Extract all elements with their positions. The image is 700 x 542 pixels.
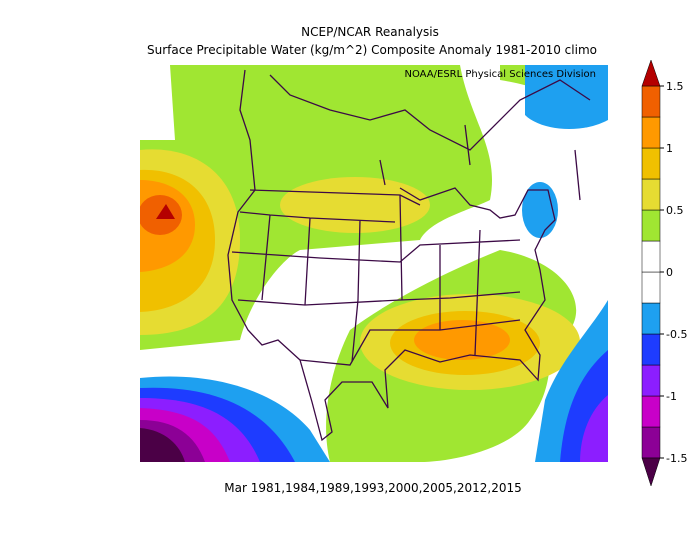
colorbar: 1.5 1 0.5 0 -0.5 -1 -1.5 — [641, 59, 687, 487]
border — [231, 189, 521, 366]
colorbar-under — [641, 457, 661, 487]
colorbar-bin — [641, 116, 661, 149]
colorbar-bin — [641, 240, 661, 273]
colorbar-bin — [641, 147, 661, 180]
field-violet — [580, 395, 608, 462]
field-yellow — [280, 177, 430, 233]
colorbar-bin — [641, 364, 661, 397]
colorbar-tick-label: -1 — [666, 390, 677, 403]
field-lightblue — [525, 65, 608, 130]
coastline — [269, 74, 591, 201]
colorbar-tick-label: 1.5 — [666, 80, 684, 93]
map — [140, 65, 608, 462]
colorbar-tick-label: 1 — [666, 142, 673, 155]
footer: Mar 1981,1984,1989,1993,2000,2005,2012,2… — [224, 481, 521, 495]
coastline — [227, 69, 556, 442]
colorbar-bin — [641, 426, 661, 459]
colorbar-over — [641, 59, 661, 87]
colorbar-tick-label: -1.5 — [666, 452, 687, 465]
colorbar-bin — [641, 395, 661, 428]
colorbar-bin — [641, 209, 661, 242]
credit: NOAA/ESRL Physical Sciences Division — [405, 69, 597, 80]
colorbar-bin — [641, 85, 661, 118]
colorbar-bin — [641, 302, 661, 335]
field-orange — [414, 320, 510, 360]
colorbar-tick-label: -0.5 — [666, 328, 687, 341]
field-darkpurple — [140, 428, 185, 462]
subtitle: Surface Precipitable Water (kg/m^2) Comp… — [147, 43, 597, 57]
colorbar-bin — [641, 178, 661, 211]
colorbar-tick-label: 0 — [666, 266, 673, 279]
colorbar-bin — [641, 271, 661, 304]
field-red — [156, 204, 175, 219]
colorbar-tick-label: 0.5 — [666, 204, 684, 217]
title: NCEP/NCAR Reanalysis — [301, 25, 439, 39]
colorbar-bin — [641, 333, 661, 366]
